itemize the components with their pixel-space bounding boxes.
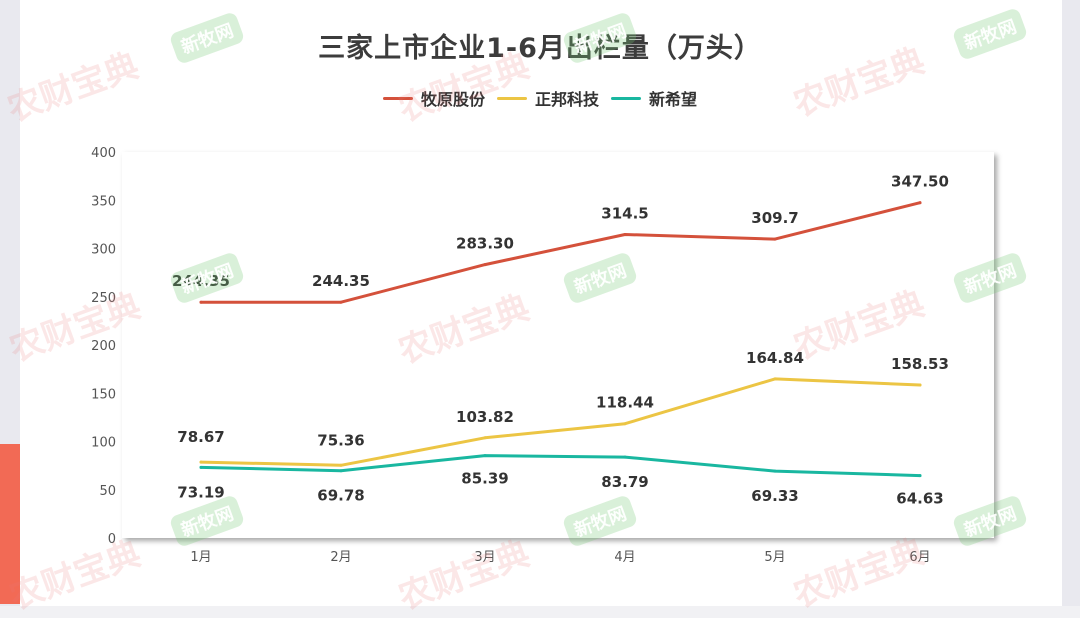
data-label-zhengbang: 103.82 xyxy=(456,408,514,426)
y-tick-label: 350 xyxy=(91,194,116,209)
legend-label-zhengbang: 正邦科技 xyxy=(534,90,599,109)
y-tick-label: 50 xyxy=(99,484,116,499)
y-tick-label: 250 xyxy=(91,291,116,306)
data-point-muyuan xyxy=(623,233,627,236)
legend-label-xinxiwang: 新希望 xyxy=(649,90,698,109)
legend-item-xinxiwang: 新希望 xyxy=(611,86,697,110)
y-tick-label: 300 xyxy=(91,243,116,258)
legend-swatch-muyuan xyxy=(382,96,413,100)
legend-swatch-xinxiwang xyxy=(611,96,641,100)
y-tick-label: 0 xyxy=(108,532,116,547)
data-label-zhengbang: 78.67 xyxy=(177,428,224,446)
x-tick-label: 3月 xyxy=(474,550,495,565)
data-label-xinxiwang: 69.33 xyxy=(751,487,798,505)
legend-item-zhengbang: 正邦科技 xyxy=(496,86,599,110)
data-point-xinxiwang xyxy=(918,474,922,478)
series-line-xinxiwang xyxy=(199,454,922,478)
y-tick-label: 100 xyxy=(91,436,116,451)
data-point-xinxiwang xyxy=(623,455,627,459)
data-point-zhengbang xyxy=(339,463,343,467)
data-label-muyuan: 314.5 xyxy=(601,205,648,223)
data-point-muyuan xyxy=(773,237,777,241)
data-label-xinxiwang: 85.39 xyxy=(461,470,508,488)
x-tick-label: 1月 xyxy=(190,550,211,565)
legend-swatch-zhengbang xyxy=(496,96,527,100)
x-tick-label: 2月 xyxy=(330,550,351,565)
data-label-xinxiwang: 64.63 xyxy=(896,490,943,508)
x-tick-label: 6月 xyxy=(909,550,930,565)
data-label-xinxiwang: 73.19 xyxy=(177,483,224,501)
data-point-xinxiwang xyxy=(199,465,203,469)
data-point-zhengbang xyxy=(483,436,487,440)
x-tick-label: 4月 xyxy=(614,550,635,565)
y-tick-label: 150 xyxy=(91,387,116,402)
chart-title: 三家上市企业1-6月出栏量（万头） xyxy=(318,33,762,64)
data-label-muyuan: 244.35 xyxy=(312,272,370,290)
right-rail xyxy=(1062,0,1080,618)
data-point-zhengbang xyxy=(918,383,922,387)
data-label-xinxiwang: 69.78 xyxy=(317,487,364,505)
data-label-zhengbang: 164.84 xyxy=(746,349,804,367)
data-point-muyuan xyxy=(339,300,343,304)
data-point-xinxiwang xyxy=(483,454,487,458)
data-label-muyuan: 347.50 xyxy=(891,173,949,191)
data-label-zhengbang: 158.53 xyxy=(891,355,949,373)
data-label-muyuan: 283.30 xyxy=(456,235,514,253)
series-line-muyuan xyxy=(199,201,922,304)
left-accent-bar xyxy=(0,444,20,604)
data-point-zhengbang xyxy=(623,422,627,426)
data-point-xinxiwang xyxy=(339,469,343,473)
legend-item-muyuan: 牧原股份 xyxy=(382,86,485,110)
data-label-muyuan: 244.35 xyxy=(172,272,230,290)
data-point-muyuan xyxy=(483,263,487,267)
bottom-rail xyxy=(0,606,1080,618)
data-point-zhengbang xyxy=(773,377,777,381)
data-point-xinxiwang xyxy=(773,469,777,473)
data-point-muyuan xyxy=(918,201,922,205)
data-label-xinxiwang: 83.79 xyxy=(601,473,648,491)
y-tick-label: 200 xyxy=(91,339,116,354)
data-label-zhengbang: 118.44 xyxy=(596,394,654,412)
y-tick-label: 400 xyxy=(91,146,116,161)
chart-legend: 牧原股份 正邦科技 新希望 xyxy=(0,86,1080,110)
data-point-zhengbang xyxy=(199,460,203,464)
data-label-zhengbang: 75.36 xyxy=(317,431,364,449)
series-line-zhengbang xyxy=(199,377,922,467)
data-label-muyuan: 309.7 xyxy=(751,209,798,227)
legend-label-muyuan: 牧原股份 xyxy=(420,90,485,109)
data-point-muyuan xyxy=(199,300,203,304)
x-tick-label: 5月 xyxy=(764,550,785,565)
